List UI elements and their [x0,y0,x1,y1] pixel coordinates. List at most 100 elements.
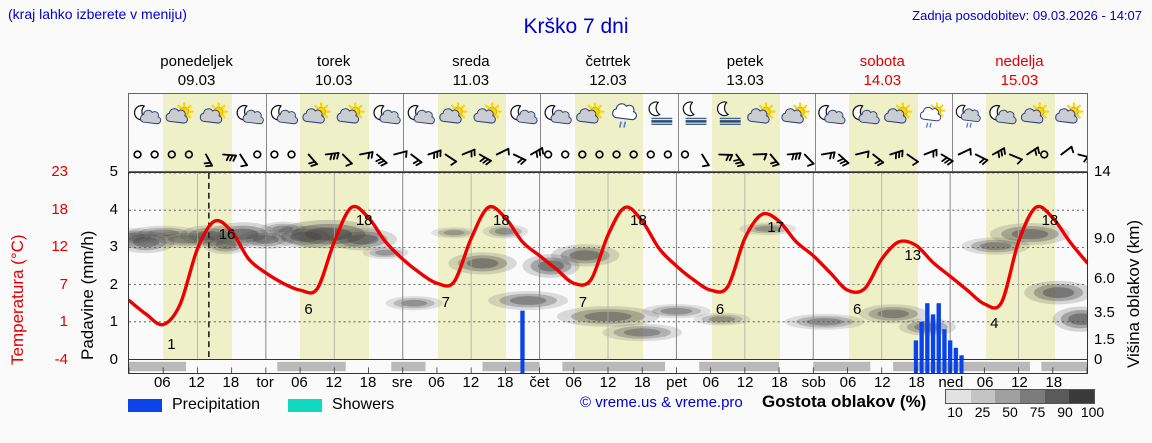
x-tick-label-19: sob [801,374,826,391]
cloud-density-blob [693,312,751,326]
cloud-density-legend-title: Gostota oblakov (%) [762,392,927,411]
temperature-labels: 11661871871861761341810 [129,173,1087,359]
x-tick-label-21: 12 [873,374,891,391]
day-name: četrtek [585,53,631,70]
wind-calm-symbol [287,150,296,159]
weather-icon-sun-cloud [336,102,365,124]
day-date: 12.03 [589,72,627,89]
temperature-tick-3: 7 [59,275,68,293]
x-tick-label-12: 06 [565,374,583,391]
x-tick-label-25: 12 [1011,374,1028,391]
cloud-density-blob [146,230,226,249]
wind-barb-symbol [906,153,919,166]
precipitation-bar [959,355,964,359]
wind-calm-symbol [150,150,159,159]
precipitation-tick-5: 0 [109,351,118,368]
x-tick-label-26: 18 [1045,374,1063,391]
precipitation-bar [919,321,924,359]
precipitation-bar [947,340,953,359]
precipitation-axis-title: Padavine (mm/h) [78,230,97,360]
weather-icon-moon-fog [716,101,741,125]
precip-type-segment [391,361,426,372]
daylight-band [574,173,644,359]
temperature-extreme-label: 7 [578,294,588,312]
wind-barb-symbol [923,148,938,158]
wind-calm-symbol [680,150,690,159]
cloud-density-blob [602,323,683,342]
precip-type-segment [984,361,1030,372]
precipitation-swatch [128,398,162,412]
wind-barb-symbol [444,153,458,166]
temperature-tick-0: 23 [51,163,68,180]
wind-barb-symbol [222,153,237,162]
plot-layer [129,173,1087,359]
wind-barb-symbol [889,149,904,160]
weather-icon-sun-cloud [1055,102,1084,124]
copyright-link[interactable]: © vreme.us & vreme.pro [580,394,743,411]
precip-type-layer [129,360,1087,373]
cloud-height-tick-3: 3.5 [1094,304,1115,321]
cloud-density-blob [277,219,380,249]
day-separator [403,94,405,138]
precipitation-bar [913,340,919,359]
day-name: torek [317,53,351,70]
day-separator [814,138,816,171]
day-header-2: sreda 11.03 [402,52,539,92]
wind-calm-symbol [184,150,194,159]
day-name: sreda [452,53,490,70]
temperature-extreme-label: 13 [904,246,922,264]
wind-calm-symbol [663,150,673,159]
last-update-text: Zadnja posodobitev: 09.03.2026 - 14:07 [912,8,1142,23]
day-separator [951,94,953,138]
precipitation-legend-label: Precipitation [172,396,261,413]
day-separator [266,138,268,171]
precip-type-segment [1041,361,1087,372]
weather-icon-moon-cloud [407,104,435,125]
daylight-band [711,173,781,359]
wind-barb-symbol [837,153,850,167]
precipitation-bar [953,347,959,359]
wind-barb-symbol [701,153,710,168]
wind-calm-symbol [646,150,655,159]
day-header-6: nedelja 15.03 [951,52,1088,92]
cloud-density-tick-3: 75 [1029,404,1046,420]
temperature-extreme-label: 17 [767,218,784,236]
wind-barbs-layer [133,145,1087,168]
wind-barb-symbol [803,153,815,167]
temperature-extreme-label: 18 [1041,211,1059,229]
precip-type-segment [699,361,780,372]
day-separator [814,94,816,138]
weather-icon-moon-cloud [510,104,538,125]
precipitation-bar [936,303,941,359]
precipitation-tick-2: 3 [109,238,118,256]
precipitation-tick-3: 2 [109,275,118,293]
precipitation-type-strip [128,360,1088,374]
wind-barb-symbol [512,153,527,165]
cloud-density-tick-1: 25 [974,404,991,420]
x-tick-label-6: 18 [359,374,377,391]
temperature-extreme-label: 18 [630,211,647,229]
cloud-height-tick-2: 6.0 [1094,270,1115,288]
wind-barb-symbol [1009,153,1023,165]
wind-barb-symbol [974,153,989,165]
temperature-tick-5: -4 [54,351,68,368]
wind-barb-symbol [203,153,214,168]
day-separator [677,94,679,138]
x-tick-label-18: 18 [771,374,788,391]
wind-barb-symbol [239,153,249,168]
weather-icon-moon-cloud [270,104,299,125]
x-tick-label-4: 06 [291,374,308,391]
x-tick-label-17: 12 [736,374,754,391]
day-date: 11.03 [452,72,490,89]
wind-barb-symbol [427,149,442,160]
wind-calm-symbol [595,150,604,159]
cloud-density-blob [385,296,443,311]
temperature-extreme-label: 4 [990,315,999,333]
temperature-extreme-label: 18 [355,211,373,229]
precip-type-segment [129,361,187,372]
temperature-extreme-label: 6 [304,301,313,319]
day-name: petek [726,53,764,70]
weather-icon-cloud-rain [612,103,637,128]
x-tick-label-8: 06 [428,374,445,391]
cloud-height-tick-0: 14 [1094,163,1111,180]
